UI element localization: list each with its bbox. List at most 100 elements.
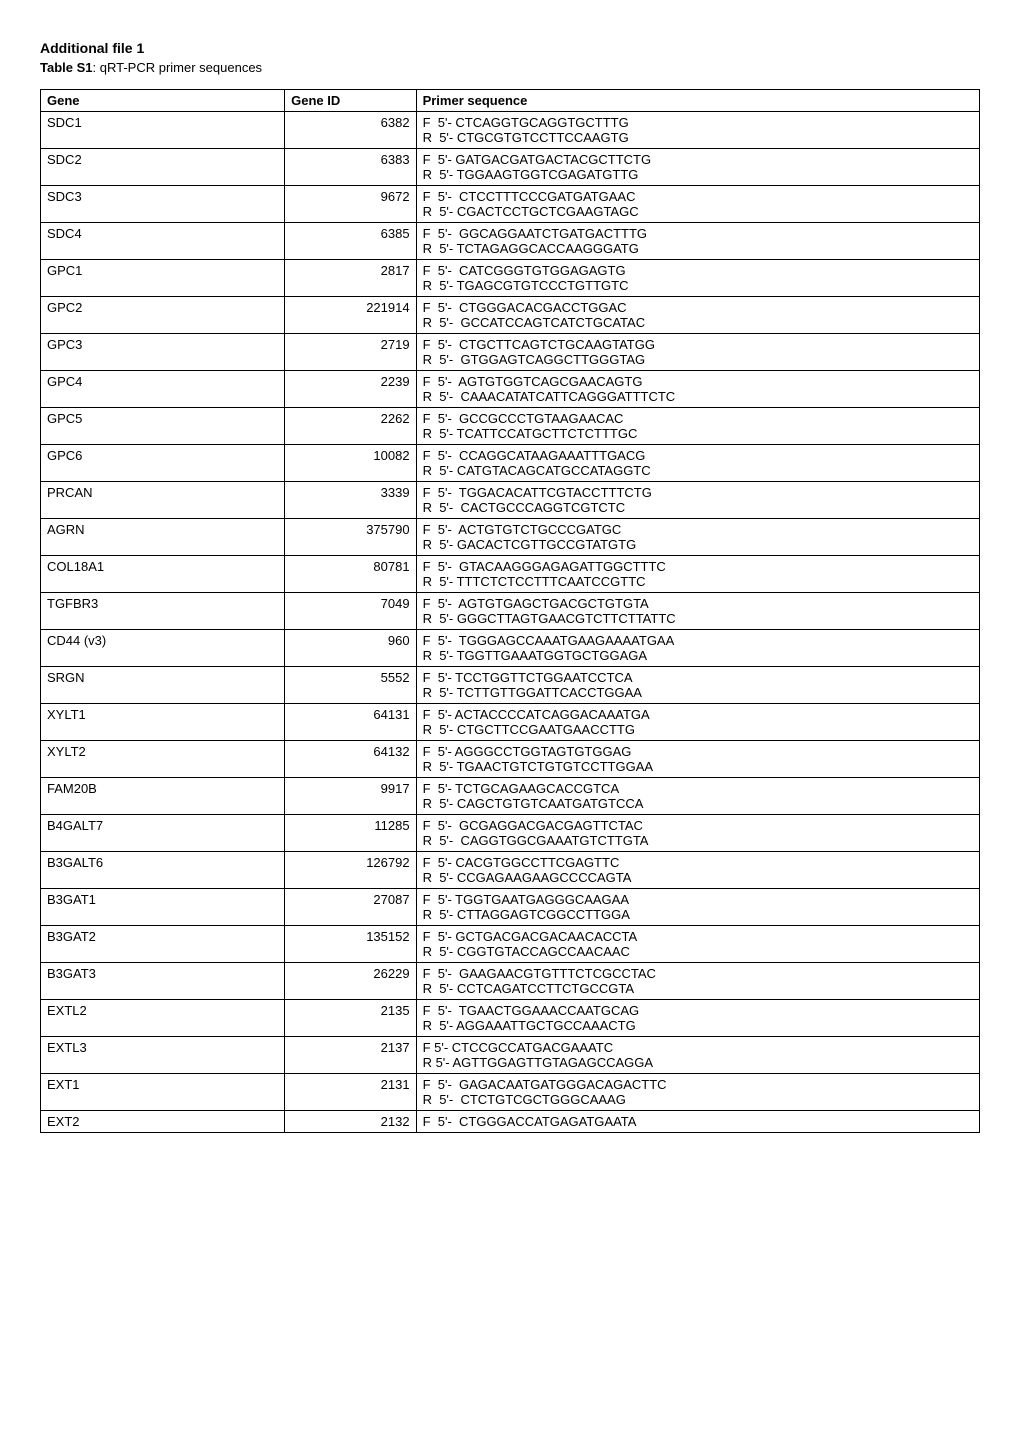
primer-reverse: R 5'- CGGTGTACCAGCCAACAAC bbox=[423, 944, 973, 959]
primer-forward: F 5'- CCAGGCATAAGAAATTTGACG bbox=[423, 448, 973, 463]
primer-cell: F 5'- CTCAGGTGCAGGTGCTTTGR 5'- CTGCGTGTC… bbox=[416, 112, 979, 149]
gene-cell: AGRN bbox=[41, 519, 285, 556]
gene-id-cell: 3339 bbox=[285, 482, 416, 519]
primer-reverse: R 5'- CAGGTGGCGAAATGTCTTGTA bbox=[423, 833, 973, 848]
primer-reverse: R 5'- GCCATCCAGTCATCTGCATAC bbox=[423, 315, 973, 330]
gene-id-cell: 6382 bbox=[285, 112, 416, 149]
gene-id-cell: 80781 bbox=[285, 556, 416, 593]
primer-forward: F 5'- GGCAGGAATCTGATGACTTTG bbox=[423, 226, 973, 241]
primer-cell: F 5'- TGAACTGGAAACCAATGCAGR 5'- AGGAAATT… bbox=[416, 1000, 979, 1037]
gene-id-cell: 9672 bbox=[285, 186, 416, 223]
gene-id-cell: 960 bbox=[285, 630, 416, 667]
gene-id-cell: 375790 bbox=[285, 519, 416, 556]
primer-forward: F 5'- TGGACACATTCGTACCTTTCTG bbox=[423, 485, 973, 500]
primer-cell: F 5'- TGGTGAATGAGGGCAAGAAR 5'- CTTAGGAGT… bbox=[416, 889, 979, 926]
primer-forward: F 5'- TGAACTGGAAACCAATGCAG bbox=[423, 1003, 973, 1018]
table-row: SDC26383F 5'- GATGACGATGACTACGCTTCTGR 5'… bbox=[41, 149, 980, 186]
gene-id-cell: 2135 bbox=[285, 1000, 416, 1037]
gene-id-cell: 6383 bbox=[285, 149, 416, 186]
gene-cell: EXTL2 bbox=[41, 1000, 285, 1037]
table-row: SDC46385F 5'- GGCAGGAATCTGATGACTTTGR 5'-… bbox=[41, 223, 980, 260]
col-header-primer: Primer sequence bbox=[416, 90, 979, 112]
primer-cell: F 5'- CTGGGACCATGAGATGAATA bbox=[416, 1111, 979, 1133]
col-header-gene: Gene bbox=[41, 90, 285, 112]
gene-cell: EXTL3 bbox=[41, 1037, 285, 1074]
primer-forward: F 5'- CTGGGACCATGAGATGAATA bbox=[423, 1114, 973, 1129]
subtitle-rest: : qRT-PCR primer sequences bbox=[93, 60, 263, 75]
primer-cell: F 5'- GAGACAATGATGGGACAGACTTCR 5'- CTCTG… bbox=[416, 1074, 979, 1111]
gene-id-cell: 221914 bbox=[285, 297, 416, 334]
primer-forward: F 5'- TGGGAGCCAAATGAAGAAAATGAA bbox=[423, 633, 973, 648]
table-row: CD44 (v3)960F 5'- TGGGAGCCAAATGAAGAAAATG… bbox=[41, 630, 980, 667]
primer-cell: F 5'- GCCGCCCTGTAAGAACACR 5'- TCATTCCATG… bbox=[416, 408, 979, 445]
gene-id-cell: 5552 bbox=[285, 667, 416, 704]
primer-reverse: R 5'- TCTAGAGGCACCAAGGGATG bbox=[423, 241, 973, 256]
table-row: EXT22132F 5'- CTGGGACCATGAGATGAATA bbox=[41, 1111, 980, 1133]
gene-cell: B3GAT2 bbox=[41, 926, 285, 963]
page-subtitle: Table S1: qRT-PCR primer sequences bbox=[40, 60, 980, 75]
primer-cell: F 5'- CCAGGCATAAGAAATTTGACGR 5'- CATGTAC… bbox=[416, 445, 979, 482]
primer-reverse: R 5'- CAGCTGTGTCAATGATGTCCA bbox=[423, 796, 973, 811]
primer-forward: F 5'- ACTACCCCATCAGGACAAATGA bbox=[423, 707, 973, 722]
table-row: EXTL32137F 5'- CTCCGCCATGACGAAATCR 5'- A… bbox=[41, 1037, 980, 1074]
gene-cell: FAM20B bbox=[41, 778, 285, 815]
table-row: GPC42239F 5'- AGTGTGGTCAGCGAACAGTGR 5'- … bbox=[41, 371, 980, 408]
col-header-gene-id: Gene ID bbox=[285, 90, 416, 112]
primer-forward: F 5'- CATCGGGTGTGGAGAGTG bbox=[423, 263, 973, 278]
table-row: SDC16382F 5'- CTCAGGTGCAGGTGCTTTGR 5'- C… bbox=[41, 112, 980, 149]
gene-id-cell: 11285 bbox=[285, 815, 416, 852]
table-row: B3GAT127087F 5'- TGGTGAATGAGGGCAAGAAR 5'… bbox=[41, 889, 980, 926]
gene-cell: XYLT2 bbox=[41, 741, 285, 778]
primer-reverse: R 5'- TGAGCGTGTCCCTGTTGTC bbox=[423, 278, 973, 293]
primer-reverse: R 5'- TGGTTGAAATGGTGCTGGAGA bbox=[423, 648, 973, 663]
table-row: AGRN375790F 5'- ACTGTGTCTGCCCGATGCR 5'- … bbox=[41, 519, 980, 556]
primer-cell: F 5'- ACTGTGTCTGCCCGATGCR 5'- GACACTCGTT… bbox=[416, 519, 979, 556]
gene-cell: EXT1 bbox=[41, 1074, 285, 1111]
primer-cell: F 5'- AGTGTGGTCAGCGAACAGTGR 5'- CAAACATA… bbox=[416, 371, 979, 408]
primer-reverse: R 5'- GTGGAGTCAGGCTTGGGTAG bbox=[423, 352, 973, 367]
primer-forward: F 5'- CACGTGGCCTTCGAGTTC bbox=[423, 855, 973, 870]
primer-cell: F 5'- GCGAGGACGACGAGTTCTACR 5'- CAGGTGGC… bbox=[416, 815, 979, 852]
gene-id-cell: 9917 bbox=[285, 778, 416, 815]
primer-cell: F 5'- GGCAGGAATCTGATGACTTTGR 5'- TCTAGAG… bbox=[416, 223, 979, 260]
primer-cell: F 5'- AGTGTGAGCTGACGCTGTGTAR 5'- GGGCTTA… bbox=[416, 593, 979, 630]
table-row: PRCAN3339F 5'- TGGACACATTCGTACCTTTCTGR 5… bbox=[41, 482, 980, 519]
primer-forward: F 5'- GCTGACGACGACAACACCTA bbox=[423, 929, 973, 944]
primer-reverse: R 5'- TGAACTGTCTGTGTCCTTGGAA bbox=[423, 759, 973, 774]
gene-cell: GPC1 bbox=[41, 260, 285, 297]
table-row: B3GAT326229F 5'- GAAGAACGTGTTTCTCGCCTACR… bbox=[41, 963, 980, 1000]
gene-id-cell: 2262 bbox=[285, 408, 416, 445]
table-row: GPC12817F 5'- CATCGGGTGTGGAGAGTGR 5'- TG… bbox=[41, 260, 980, 297]
gene-cell: GPC2 bbox=[41, 297, 285, 334]
primer-reverse: R 5'- CTGCTTCCGAATGAACCTTG bbox=[423, 722, 973, 737]
table-row: GPC2221914F 5'- CTGGGACACGACCTGGACR 5'- … bbox=[41, 297, 980, 334]
primer-reverse: R 5'- CTGCGTGTCCTTCCAAGTG bbox=[423, 130, 973, 145]
primer-reverse: R 5'- CCGAGAAGAAGCCCCAGTA bbox=[423, 870, 973, 885]
primer-cell: F 5'- CTGGGACACGACCTGGACR 5'- GCCATCCAGT… bbox=[416, 297, 979, 334]
primer-forward: F 5'- CTCAGGTGCAGGTGCTTTG bbox=[423, 115, 973, 130]
gene-id-cell: 6385 bbox=[285, 223, 416, 260]
primer-reverse: R 5'- GGGCTTAGTGAACGTCTTCTTATTC bbox=[423, 611, 973, 626]
gene-cell: PRCAN bbox=[41, 482, 285, 519]
primer-cell: F 5'- TGGGAGCCAAATGAAGAAAATGAAR 5'- TGGT… bbox=[416, 630, 979, 667]
primer-reverse: R 5'- CGACTCCTGCTCGAAGTAGC bbox=[423, 204, 973, 219]
gene-cell: B4GALT7 bbox=[41, 815, 285, 852]
primer-forward: F 5'- ACTGTGTCTGCCCGATGC bbox=[423, 522, 973, 537]
primer-table: Gene Gene ID Primer sequence SDC16382F 5… bbox=[40, 89, 980, 1133]
gene-id-cell: 26229 bbox=[285, 963, 416, 1000]
primer-reverse: R 5'- CATGTACAGCATGCCATAGGTC bbox=[423, 463, 973, 478]
primer-forward: F 5'- GCGAGGACGACGAGTTCTAC bbox=[423, 818, 973, 833]
primer-reverse: R 5'- GACACTCGTTGCCGTATGTG bbox=[423, 537, 973, 552]
primer-forward: F 5'- GTACAAGGGAGAGATTGGCTTTC bbox=[423, 559, 973, 574]
primer-forward: F 5'- AGTGTGAGCTGACGCTGTGTA bbox=[423, 596, 973, 611]
primer-cell: F 5'- GATGACGATGACTACGCTTCTGR 5'- TGGAAG… bbox=[416, 149, 979, 186]
table-row: EXT12131F 5'- GAGACAATGATGGGACAGACTTCR 5… bbox=[41, 1074, 980, 1111]
primer-reverse: R 5'- TGGAAGTGGTCGAGATGTTG bbox=[423, 167, 973, 182]
table-row: GPC52262F 5'- GCCGCCCTGTAAGAACACR 5'- TC… bbox=[41, 408, 980, 445]
table-row: B4GALT711285F 5'- GCGAGGACGACGAGTTCTACR … bbox=[41, 815, 980, 852]
primer-forward: F 5'- CTCCTTTCCCGATGATGAAC bbox=[423, 189, 973, 204]
gene-cell: GPC3 bbox=[41, 334, 285, 371]
gene-id-cell: 135152 bbox=[285, 926, 416, 963]
primer-cell: F 5'- AGGGCCTGGTAGTGTGGAGR 5'- TGAACTGTC… bbox=[416, 741, 979, 778]
primer-forward: F 5'- TGGTGAATGAGGGCAAGAA bbox=[423, 892, 973, 907]
